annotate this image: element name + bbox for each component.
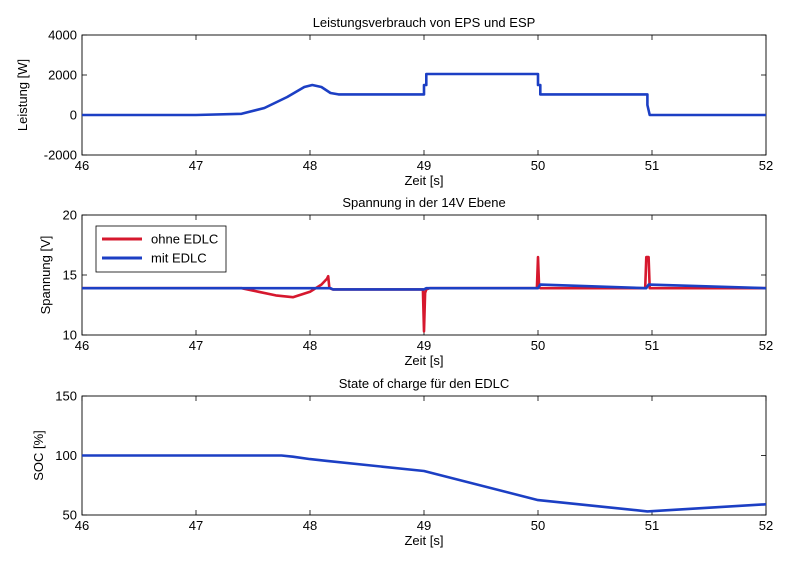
x-axis-label: Zeit [s] bbox=[404, 533, 443, 548]
x-tick-label: 48 bbox=[303, 518, 317, 533]
x-tick-label: 46 bbox=[75, 518, 89, 533]
legend: ohne EDLC mit EDLC bbox=[95, 225, 227, 273]
x-tick-label: 51 bbox=[645, 338, 659, 353]
panel-2: 46 47 48 49 50 51 52 10 15 20 Spannung in der 14V … bbox=[38, 195, 773, 368]
x-tick-label: 52 bbox=[759, 518, 773, 533]
x-tick-label: 52 bbox=[759, 158, 773, 173]
y-tick-label: 150 bbox=[55, 389, 77, 404]
legend-label: ohne EDLC bbox=[151, 232, 218, 247]
x-tick-label: 50 bbox=[531, 158, 545, 173]
x-tick-label: 50 bbox=[531, 338, 545, 353]
x-tick-label: 51 bbox=[645, 158, 659, 173]
panel-1: 46 47 48 49 50 51 52 -2000 0 2000 4000 Leistungsver… bbox=[15, 15, 773, 188]
x-tick-label: 50 bbox=[531, 518, 545, 533]
series-line-1 bbox=[82, 454, 766, 513]
chart-title: Leistungsverbrauch von EPS und ESP bbox=[313, 15, 536, 30]
legend-label: mit EDLC bbox=[151, 251, 207, 266]
chart-title: Spannung in der 14V Ebene bbox=[342, 195, 505, 210]
x-tick-label: 49 bbox=[417, 338, 431, 353]
x-axis-label: Zeit [s] bbox=[404, 173, 443, 188]
y-tick-label: 10 bbox=[63, 328, 77, 343]
y-axis-label: Leistung [W] bbox=[15, 59, 30, 131]
x-axis-label: Zeit [s] bbox=[404, 353, 443, 368]
chart-title: State of charge für den EDLC bbox=[339, 376, 510, 391]
series-line-1 bbox=[82, 255, 766, 333]
y-tick-label: 100 bbox=[55, 448, 77, 463]
series-line-1 bbox=[82, 72, 766, 117]
x-tick-label: 46 bbox=[75, 158, 89, 173]
x-tick-label: 49 bbox=[417, 518, 431, 533]
x-tick-label: 47 bbox=[189, 518, 203, 533]
y-axis-label: Spannung [V] bbox=[38, 236, 53, 315]
y-tick-label: 4000 bbox=[48, 28, 77, 43]
x-tick-label: 47 bbox=[189, 158, 203, 173]
x-tick-label: 47 bbox=[189, 338, 203, 353]
panel-3: 46 47 48 49 50 51 52 50 100 150 State of charge fü… bbox=[31, 376, 773, 548]
x-tick-label: 48 bbox=[303, 338, 317, 353]
x-tick-label: 49 bbox=[417, 158, 431, 173]
x-tick-label: 51 bbox=[645, 518, 659, 533]
x-tick-label: 48 bbox=[303, 158, 317, 173]
y-axis-label: SOC [%] bbox=[31, 430, 46, 481]
x-tick-label: 46 bbox=[75, 338, 89, 353]
y-tick-label: 20 bbox=[63, 208, 77, 223]
y-tick-label: 15 bbox=[63, 268, 77, 283]
series-line-2 bbox=[82, 283, 766, 291]
x-tick-label: 52 bbox=[759, 338, 773, 353]
y-tick-label: 2000 bbox=[48, 68, 77, 83]
y-tick-label: 50 bbox=[63, 508, 77, 523]
legend-box bbox=[95, 225, 227, 273]
y-tick-label: -2000 bbox=[44, 148, 77, 163]
y-tick-label: 0 bbox=[70, 108, 77, 123]
